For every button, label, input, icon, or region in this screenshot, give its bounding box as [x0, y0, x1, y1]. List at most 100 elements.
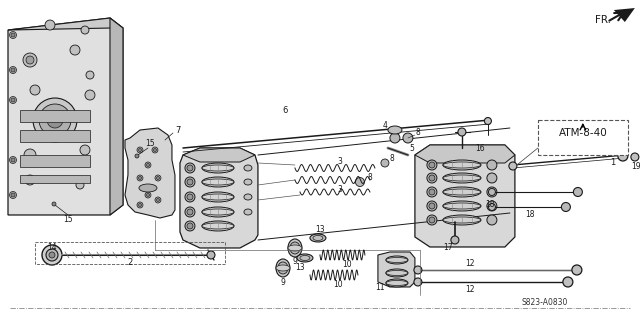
Circle shape	[429, 203, 435, 209]
Ellipse shape	[310, 234, 326, 242]
Circle shape	[11, 98, 15, 102]
Circle shape	[45, 20, 55, 30]
Ellipse shape	[443, 175, 481, 181]
Circle shape	[137, 147, 143, 153]
Ellipse shape	[276, 265, 290, 271]
Circle shape	[10, 157, 17, 164]
Circle shape	[487, 187, 497, 197]
Circle shape	[10, 96, 17, 104]
Text: 10: 10	[333, 281, 343, 289]
Circle shape	[145, 162, 151, 168]
Circle shape	[76, 181, 84, 189]
Ellipse shape	[297, 254, 313, 262]
Text: 16: 16	[475, 144, 484, 152]
Circle shape	[156, 177, 159, 179]
Ellipse shape	[386, 281, 408, 286]
Ellipse shape	[443, 162, 481, 168]
Ellipse shape	[202, 209, 234, 215]
Ellipse shape	[276, 259, 290, 277]
Circle shape	[81, 26, 89, 34]
Ellipse shape	[386, 269, 408, 277]
Circle shape	[10, 67, 17, 74]
Text: 9: 9	[280, 278, 285, 288]
Circle shape	[381, 159, 389, 167]
Circle shape	[187, 179, 193, 185]
Circle shape	[429, 189, 435, 195]
Ellipse shape	[288, 239, 302, 257]
Circle shape	[70, 45, 80, 55]
Bar	[20, 155, 90, 167]
Circle shape	[52, 202, 56, 206]
Polygon shape	[110, 18, 123, 215]
Circle shape	[137, 202, 143, 208]
Circle shape	[185, 192, 195, 202]
Circle shape	[631, 153, 639, 161]
Circle shape	[572, 265, 582, 275]
Ellipse shape	[202, 207, 234, 217]
Text: 2: 2	[127, 258, 132, 268]
Ellipse shape	[202, 165, 234, 171]
Circle shape	[488, 189, 495, 196]
Circle shape	[152, 147, 158, 153]
Circle shape	[509, 162, 517, 170]
Polygon shape	[183, 148, 255, 162]
Ellipse shape	[443, 201, 481, 211]
Circle shape	[156, 198, 159, 202]
Text: 8: 8	[415, 127, 420, 137]
Bar	[20, 130, 90, 142]
Circle shape	[11, 33, 15, 37]
Circle shape	[488, 204, 495, 210]
Circle shape	[39, 104, 71, 136]
Text: 1: 1	[610, 158, 615, 167]
Circle shape	[33, 98, 77, 142]
Circle shape	[573, 187, 582, 197]
Polygon shape	[415, 145, 515, 163]
FancyArrowPatch shape	[609, 13, 623, 21]
Bar	[35, 242, 225, 264]
Circle shape	[85, 90, 95, 100]
Ellipse shape	[288, 245, 302, 251]
Circle shape	[138, 148, 141, 152]
Text: ATM-8-40: ATM-8-40	[559, 128, 607, 138]
Circle shape	[187, 194, 193, 200]
Circle shape	[390, 133, 400, 143]
Circle shape	[561, 203, 570, 211]
Circle shape	[86, 71, 94, 79]
Circle shape	[427, 173, 437, 183]
Circle shape	[355, 178, 364, 186]
Circle shape	[23, 53, 37, 67]
Circle shape	[403, 133, 413, 143]
Circle shape	[185, 163, 195, 173]
Text: 18: 18	[485, 200, 495, 210]
Text: 3: 3	[337, 158, 342, 166]
Polygon shape	[180, 148, 258, 248]
Circle shape	[138, 204, 141, 206]
Ellipse shape	[202, 223, 234, 229]
Circle shape	[427, 160, 437, 170]
Ellipse shape	[386, 257, 408, 262]
Text: 11: 11	[375, 283, 385, 293]
Circle shape	[154, 148, 156, 152]
Ellipse shape	[443, 189, 481, 195]
Circle shape	[11, 158, 15, 162]
Circle shape	[484, 118, 492, 125]
Text: 12: 12	[465, 286, 475, 294]
Circle shape	[414, 278, 422, 286]
Text: S823-A0830: S823-A0830	[522, 299, 568, 307]
Circle shape	[26, 56, 34, 64]
Circle shape	[429, 162, 435, 168]
Text: 17: 17	[443, 243, 452, 252]
Ellipse shape	[202, 163, 234, 173]
Text: 5: 5	[410, 144, 414, 152]
Circle shape	[155, 175, 161, 181]
Text: 8: 8	[390, 153, 394, 163]
Ellipse shape	[202, 192, 234, 202]
Circle shape	[427, 201, 437, 211]
Text: 6: 6	[282, 106, 287, 114]
Text: 15: 15	[63, 216, 73, 224]
Circle shape	[487, 201, 497, 211]
Ellipse shape	[386, 256, 408, 264]
Circle shape	[80, 145, 90, 155]
Text: 18: 18	[525, 210, 534, 219]
Ellipse shape	[202, 194, 234, 200]
